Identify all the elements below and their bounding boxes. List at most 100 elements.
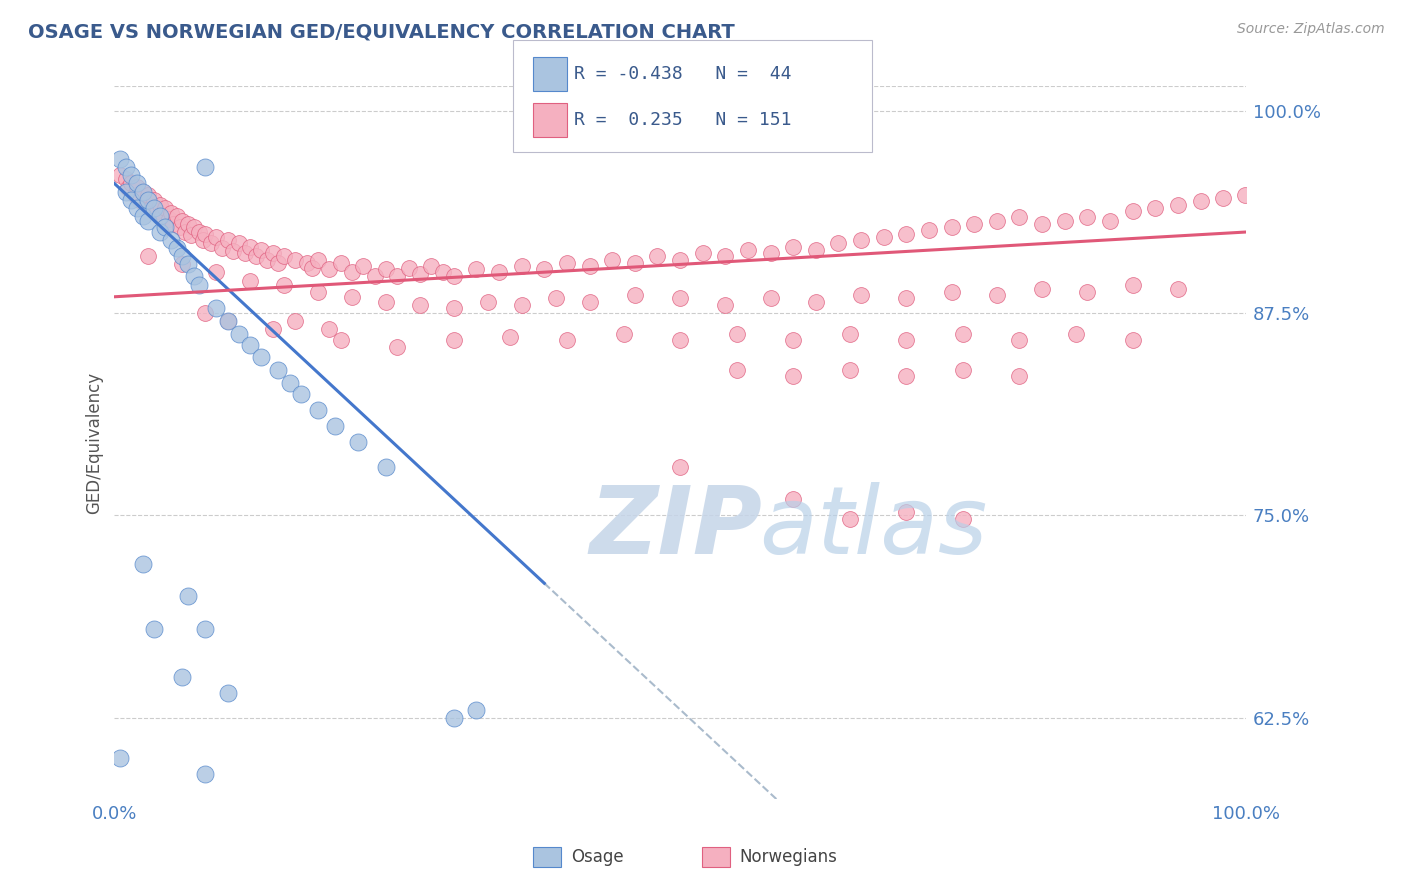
Point bbox=[782, 334, 804, 348]
Point bbox=[143, 193, 166, 207]
Point bbox=[125, 179, 148, 194]
Point bbox=[692, 246, 714, 260]
Point bbox=[387, 268, 409, 283]
Point bbox=[612, 326, 634, 341]
Point bbox=[307, 252, 329, 267]
Point bbox=[120, 169, 142, 183]
Point bbox=[183, 268, 205, 283]
Point bbox=[918, 223, 941, 237]
Text: R = -0.438   N =  44: R = -0.438 N = 44 bbox=[574, 65, 792, 83]
Point bbox=[256, 252, 278, 267]
Point bbox=[205, 265, 228, 279]
Point bbox=[398, 260, 420, 275]
Point bbox=[838, 362, 860, 376]
Point bbox=[941, 220, 963, 235]
Point bbox=[986, 213, 1008, 227]
Point bbox=[340, 265, 363, 279]
Point bbox=[849, 233, 872, 247]
Point bbox=[200, 236, 222, 251]
Point bbox=[329, 334, 352, 348]
Point bbox=[952, 511, 974, 525]
Point bbox=[290, 387, 312, 401]
Point bbox=[363, 268, 385, 283]
Point bbox=[896, 227, 918, 241]
Point bbox=[160, 205, 183, 219]
Point bbox=[188, 225, 211, 239]
Point bbox=[804, 294, 827, 309]
Point bbox=[714, 298, 737, 312]
Point bbox=[477, 294, 499, 309]
Point bbox=[409, 298, 432, 312]
Point bbox=[172, 213, 194, 227]
Point bbox=[228, 326, 250, 341]
Point bbox=[1189, 194, 1212, 209]
Point bbox=[155, 220, 177, 235]
Point bbox=[329, 256, 352, 270]
Point bbox=[896, 292, 918, 306]
Point bbox=[1212, 191, 1234, 205]
Point bbox=[1233, 187, 1256, 202]
Point bbox=[233, 246, 256, 260]
Point bbox=[838, 326, 860, 341]
Point bbox=[669, 292, 692, 306]
Point bbox=[1031, 282, 1053, 296]
Text: ZIP: ZIP bbox=[589, 482, 762, 574]
Point bbox=[191, 233, 214, 247]
Point bbox=[600, 252, 623, 267]
Y-axis label: GED/Equivalency: GED/Equivalency bbox=[86, 371, 103, 514]
Point bbox=[250, 350, 273, 364]
Point bbox=[465, 702, 488, 716]
Point bbox=[443, 710, 465, 724]
Text: Source: ZipAtlas.com: Source: ZipAtlas.com bbox=[1237, 22, 1385, 37]
Point bbox=[323, 419, 346, 434]
Point bbox=[510, 298, 533, 312]
Point bbox=[143, 201, 166, 215]
Point bbox=[267, 362, 290, 376]
Point bbox=[114, 185, 136, 199]
Point bbox=[714, 249, 737, 263]
Point bbox=[352, 259, 374, 273]
Point bbox=[346, 435, 368, 450]
Point bbox=[188, 278, 211, 293]
Point bbox=[533, 262, 555, 277]
Point bbox=[986, 288, 1008, 302]
Text: Osage: Osage bbox=[571, 848, 623, 866]
Point bbox=[135, 195, 157, 210]
Point bbox=[262, 322, 284, 336]
Point bbox=[205, 301, 228, 315]
Point bbox=[166, 241, 188, 255]
Point bbox=[952, 362, 974, 376]
Point bbox=[125, 177, 148, 191]
Text: Norwegians: Norwegians bbox=[740, 848, 838, 866]
Point bbox=[1064, 326, 1087, 341]
Point bbox=[578, 294, 600, 309]
Point bbox=[120, 177, 142, 191]
Point bbox=[1008, 211, 1031, 225]
Point bbox=[1122, 278, 1144, 293]
Point bbox=[125, 201, 148, 215]
Point bbox=[211, 241, 233, 255]
Point bbox=[952, 326, 974, 341]
Point bbox=[849, 288, 872, 302]
Point bbox=[217, 686, 239, 700]
Point bbox=[499, 330, 522, 344]
Point bbox=[624, 256, 647, 270]
Point bbox=[555, 256, 578, 270]
Point bbox=[138, 249, 160, 263]
Point bbox=[669, 252, 692, 267]
Point bbox=[465, 262, 488, 277]
Point bbox=[157, 212, 180, 227]
Point bbox=[169, 220, 191, 235]
Point bbox=[217, 314, 239, 328]
Point bbox=[725, 362, 748, 376]
Point bbox=[131, 557, 153, 571]
Point bbox=[128, 193, 150, 207]
Point bbox=[150, 209, 173, 223]
Point bbox=[138, 187, 160, 202]
Point bbox=[896, 505, 918, 519]
Point bbox=[544, 292, 567, 306]
Point bbox=[172, 249, 194, 263]
Point bbox=[374, 262, 396, 277]
Point bbox=[725, 326, 748, 341]
Point bbox=[896, 369, 918, 384]
